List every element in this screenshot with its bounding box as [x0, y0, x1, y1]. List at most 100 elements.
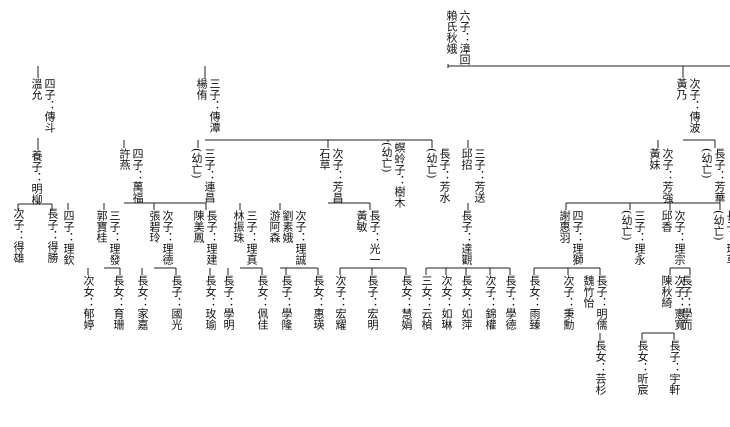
spouse-or-note: 邱招: [460, 148, 473, 170]
person-node: 長女：育珊: [112, 275, 125, 330]
person-name: 次子：芳強: [661, 148, 674, 203]
spouse-or-note: 石草: [318, 148, 331, 170]
person-name: 三子：理發: [108, 210, 121, 265]
person-node: 次女：郁婷: [82, 275, 95, 330]
person-name: 長子：國光: [170, 275, 183, 330]
person-node: 長子：宇軒: [668, 340, 681, 395]
person-name: 次子：芳昌: [331, 148, 344, 203]
person-node: 長女：如萍: [460, 275, 473, 330]
spouse-or-note: 謝惠羽: [558, 210, 571, 243]
person-name: 長子：理建: [205, 210, 218, 265]
person-name: 長女：芸杉: [594, 340, 607, 395]
person-name: 長子：宇軒: [668, 340, 681, 395]
person-name: 三子：傳潭: [208, 78, 221, 133]
person-node: 次女：如琳: [440, 275, 453, 330]
person-node: 次子：錦權: [484, 275, 497, 330]
person-node: 三子：連昌 (幼亡): [190, 148, 216, 203]
person-node: 次子：得雄: [12, 208, 25, 263]
person-node: 長子：芳水 (幼亡): [425, 148, 451, 203]
person-node: 長子：學德: [504, 275, 517, 330]
spouse-or-note: 陳美鳳: [192, 210, 205, 243]
person-name: 四子：傳斗: [43, 78, 56, 133]
person-name: 長子：達觀: [460, 210, 473, 265]
person-name: 長女：家嘉: [136, 275, 149, 330]
spouse-or-note: 許燕: [118, 148, 131, 170]
person-node: 長子：學隆: [280, 275, 293, 330]
spouse-or-note: (幼亡): [380, 142, 393, 173]
spouse-or-note: 邱香: [660, 210, 673, 232]
person-name: 次子：理宗: [673, 210, 686, 265]
person-name: 長女：玫瑜: [204, 275, 217, 330]
person-name: 次子：理德: [161, 210, 174, 265]
person-name: 次女：郁婷: [82, 275, 95, 330]
person-name: 長子：得勝: [46, 208, 59, 263]
person-node: 長女：家嘉: [136, 275, 149, 330]
person-name: 次子：理誠: [294, 210, 307, 265]
spouse-or-note: 游阿森: [268, 210, 281, 243]
person-name: 長子：學隆: [280, 275, 293, 330]
person-name: 長女：佩佳: [256, 275, 269, 330]
person-name: 四子：理獅: [571, 210, 584, 265]
person-node: 次子：理誠 劉素娥 游阿森: [268, 210, 307, 265]
spouse-or-note: (幼亡): [190, 148, 203, 179]
person-name: 長女：如萍: [460, 275, 473, 330]
person-node: 次子：理宗 邱香: [660, 210, 686, 265]
person-name: 六子：漳回: [458, 10, 471, 65]
person-name: 三子：理真: [245, 210, 258, 265]
person-node: 次子：芳強 黃妹: [648, 148, 674, 203]
person-node: 次子：芳昌 石草: [318, 148, 344, 203]
person-node: 長女：玫瑜: [204, 275, 217, 330]
person-node: 長子：芳華 (幼亡): [700, 148, 726, 203]
person-name: 四子：萬福: [131, 148, 144, 203]
person-node: 四子：理欽: [62, 210, 75, 265]
person-node: 三子：理發 郭寶桂: [95, 210, 121, 265]
person-node: 長子：得勝: [46, 208, 59, 263]
person-node: 螟蛉子：樹木 (幼亡): [380, 142, 406, 208]
spouse-or-note: 張碧玲: [148, 210, 161, 243]
person-name: 長子：芳華: [713, 148, 726, 203]
person-name: 次子：憲寬: [673, 275, 686, 330]
person-node: 四子：傳斗 溫允: [30, 78, 56, 133]
person-name: 次子：得雄: [12, 208, 25, 263]
person-name: 四子：理欽: [62, 210, 75, 265]
person-name: 長女：雨臻: [528, 275, 541, 330]
person-name: 次子：錦權: [484, 275, 497, 330]
person-node: 三子：理真 林振珠: [232, 210, 258, 265]
person-name: 長子：學而: [680, 275, 693, 330]
person-node: 長子：明儒 魏竹怡: [582, 275, 608, 330]
person-node: 養子：明柳: [30, 150, 43, 205]
person-node: 次子：憲寬 陳秋綺: [660, 275, 686, 330]
person-name: 長子：宏明: [366, 275, 379, 330]
person-node: 長子：學而: [680, 275, 693, 330]
person-node: 長女：芸杉: [594, 340, 607, 395]
person-name: 三子：芳送: [473, 148, 486, 203]
person-name: 養子：明柳: [30, 150, 43, 205]
spouse-or-note: 林振珠: [232, 210, 245, 243]
person-name: 長女：育珊: [112, 275, 125, 330]
person-name: 長女：昕宸: [636, 340, 649, 395]
person-name: 長子：明儒: [595, 275, 608, 330]
spouse-or-note: 黃敏: [355, 210, 368, 232]
person-name: 長女：慧娟: [400, 275, 413, 330]
person-node: 次子：理德 張碧玲: [148, 210, 174, 265]
person-name: 三子：連昌: [203, 148, 216, 203]
person-name: 長女：惠瑛: [312, 275, 325, 330]
person-node: 長女：昕宸: [636, 340, 649, 395]
person-node: 長子：達觀: [460, 210, 473, 265]
person-name: 長子：芳水: [438, 148, 451, 203]
person-node: 三子：芳送 邱招: [460, 148, 486, 203]
person-node: 長女：雨臻: [528, 275, 541, 330]
person-name: 長子：理草: [725, 210, 730, 265]
spouse-or-note: 陳秋綺: [660, 275, 673, 308]
person-node: 長子：理建 陳美鳳: [192, 210, 218, 265]
spouse-or-note: 溫允: [30, 78, 43, 100]
person-node: 長女：佩佳: [256, 275, 269, 330]
person-name: 長子：光一: [368, 210, 381, 265]
person-node: 長女：慧娟: [400, 275, 413, 330]
person-name: 長子：學明: [222, 275, 235, 330]
person-name: 次子：秉勳: [562, 275, 575, 330]
person-node: 長子：理草 (幼亡): [712, 210, 730, 265]
spouse-or-note: (幼亡): [712, 210, 725, 241]
person-node: 四子：萬福 許燕: [118, 148, 144, 203]
person-node: 六子：漳回 賴氏秋娥: [445, 10, 471, 65]
